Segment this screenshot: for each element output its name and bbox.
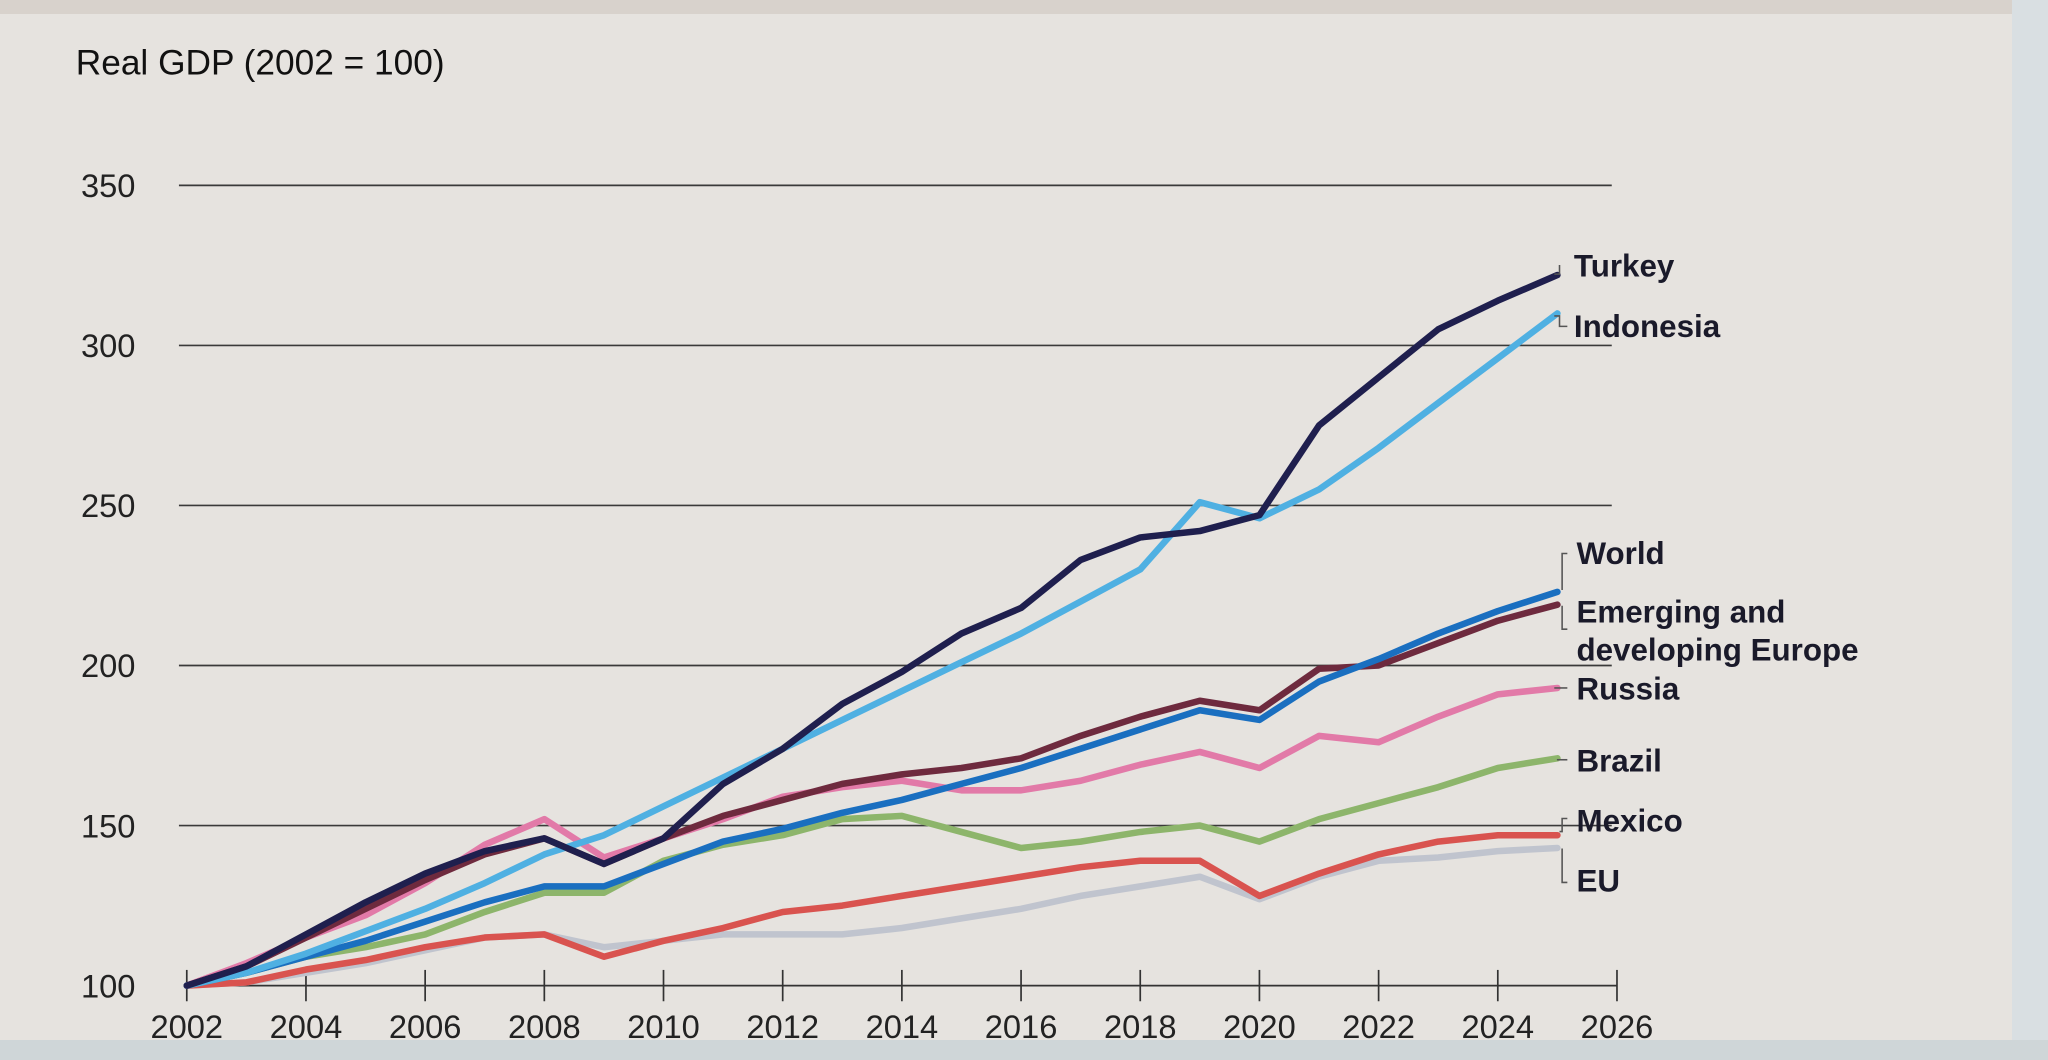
x-tick-label: 2004 xyxy=(270,1008,343,1045)
gridlines xyxy=(178,184,1612,827)
label-eu: EU xyxy=(1576,864,1620,899)
label-brazil: Brazil xyxy=(1576,744,1661,779)
label-ede-line2: developing Europe xyxy=(1576,633,1858,668)
series-labels: Turkey Indonesia World Emerging and deve… xyxy=(1574,249,1859,899)
label-leader-lines xyxy=(1554,265,1568,884)
leader-ede xyxy=(1561,605,1568,630)
label-indonesia: Indonesia xyxy=(1574,309,1721,344)
label-world: World xyxy=(1576,536,1664,571)
y-tick-labels: 100 150 200 250 300 350 xyxy=(81,167,135,1004)
y-tick-label: 350 xyxy=(81,167,135,204)
x-tick-label: 2022 xyxy=(1342,1008,1415,1045)
chart-title: Real GDP (2002 = 100) xyxy=(76,43,445,82)
series-line-world xyxy=(183,588,1561,989)
series-line-russia xyxy=(183,684,1561,989)
y-tick-label: 100 xyxy=(81,967,135,1004)
y-tick-label: 200 xyxy=(81,647,135,684)
leader-indonesia xyxy=(1554,315,1568,328)
x-axis: 2002 2004 2006 2008 2010 2012 2014 2016 2018 2020… xyxy=(150,969,1654,1045)
leader-eu xyxy=(1561,848,1568,884)
leader-world xyxy=(1561,552,1568,591)
x-tick-label: 2026 xyxy=(1581,1008,1654,1045)
screen-top-bezel xyxy=(0,0,2048,14)
screen-bottom-bar xyxy=(0,1040,2048,1060)
series-line-indonesia xyxy=(183,310,1561,989)
leader-mexico xyxy=(1559,817,1568,833)
series-line-eu xyxy=(183,844,1561,989)
x-tick-label: 2008 xyxy=(508,1008,581,1045)
series-line-mexico xyxy=(183,831,1561,989)
x-tick-label: 2024 xyxy=(1461,1008,1534,1045)
x-tick-label: 2010 xyxy=(627,1008,700,1045)
series-line-emerging-and-developing-europe xyxy=(183,601,1561,989)
y-tick-label: 150 xyxy=(81,807,135,844)
series-lines xyxy=(183,271,1561,989)
label-ede-line1: Emerging and xyxy=(1576,595,1785,630)
series-line-brazil xyxy=(183,755,1561,989)
x-tick-label: 2016 xyxy=(985,1008,1058,1045)
x-tick-label: 2006 xyxy=(389,1008,462,1045)
y-tick-label: 300 xyxy=(81,327,135,364)
series-line-turkey xyxy=(183,271,1561,989)
x-tick-label: 2014 xyxy=(866,1008,939,1045)
x-tick-label: 2002 xyxy=(150,1008,223,1045)
x-tick-label: 2012 xyxy=(746,1008,819,1045)
label-mexico: Mexico xyxy=(1576,804,1682,839)
leader-turkey xyxy=(1554,265,1561,275)
label-russia: Russia xyxy=(1576,672,1679,707)
label-turkey: Turkey xyxy=(1574,249,1675,284)
x-tick-label: 2018 xyxy=(1104,1008,1177,1045)
y-tick-label: 250 xyxy=(81,487,135,524)
x-tick-label: 2020 xyxy=(1223,1008,1296,1045)
screen-right-edge xyxy=(2012,0,2048,1060)
